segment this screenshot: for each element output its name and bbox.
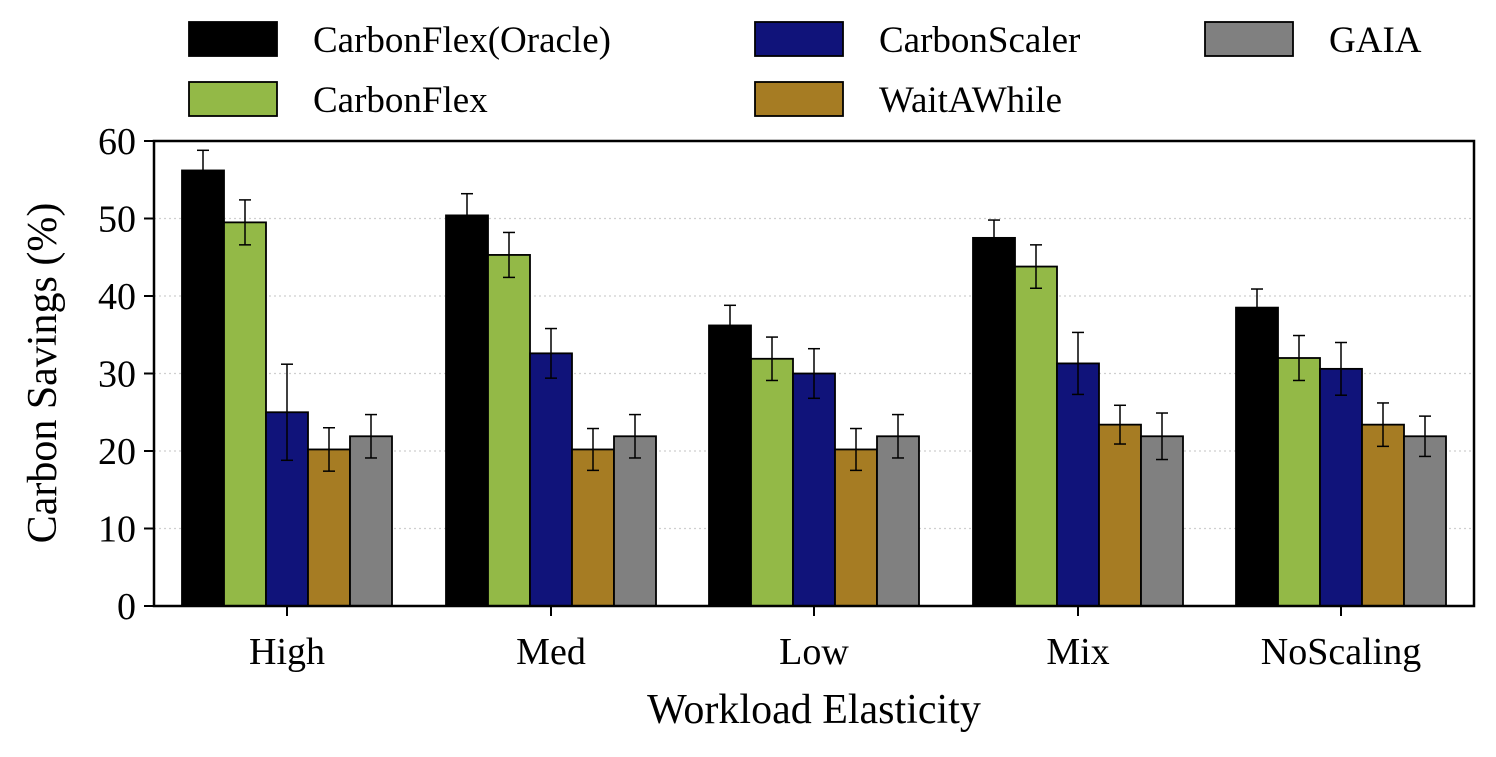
legend-label: CarbonScaler	[879, 20, 1080, 61]
x-tick-label-noscaling: NoScaling	[1261, 631, 1421, 673]
bar	[792, 372, 836, 607]
bar	[487, 254, 531, 607]
y-axis: 0 10 20 30 40 50 60	[98, 121, 154, 628]
x-tick-label-high: High	[249, 631, 325, 673]
bar	[613, 435, 657, 607]
y-tick-label: 30	[98, 354, 136, 396]
y-axis-title: Carbon Savings (%)	[20, 203, 66, 544]
x-tick-label-med: Med	[516, 631, 586, 673]
legend-label: GAIA	[1329, 20, 1422, 61]
bar	[349, 435, 393, 607]
legend-swatch	[754, 81, 844, 117]
legend-label: CarbonFlex(Oracle)	[313, 20, 611, 61]
bar	[1014, 265, 1058, 607]
y-tick-label: 20	[98, 431, 136, 473]
y-tick-label: 0	[117, 586, 136, 628]
x-tick-label-mix: Mix	[1046, 631, 1109, 673]
y-tick-label: 60	[98, 121, 136, 163]
bars	[181, 169, 1447, 607]
bar	[1361, 423, 1405, 607]
legend-swatch	[754, 21, 844, 57]
legend-label: WaitAWhile	[879, 80, 1062, 121]
bar	[834, 448, 878, 607]
bar	[1403, 435, 1447, 607]
bar	[708, 324, 752, 607]
bar	[1319, 367, 1363, 607]
bar	[1056, 362, 1100, 607]
legend-swatch	[1204, 21, 1294, 57]
bar	[223, 221, 267, 607]
bar	[529, 352, 573, 607]
y-tick-label: 40	[98, 276, 136, 318]
y-tick-label: 50	[98, 199, 136, 241]
x-axis-title: Workload Elasticity	[647, 687, 981, 733]
bar	[972, 236, 1016, 607]
bar	[750, 357, 794, 607]
bar	[445, 214, 489, 607]
bar	[571, 448, 615, 607]
legend-label: CarbonFlex	[313, 80, 488, 121]
bar	[876, 435, 920, 607]
bar	[1140, 435, 1184, 607]
y-tick-label: 10	[98, 509, 136, 551]
x-tick-label-low: Low	[779, 631, 849, 673]
bar	[307, 448, 351, 607]
bar	[1235, 306, 1279, 607]
bar	[181, 169, 225, 607]
bar	[1098, 423, 1142, 607]
bar	[1277, 357, 1321, 607]
error-bars	[197, 149, 1431, 472]
legend-swatch	[188, 81, 278, 117]
legend: CarbonFlex(Oracle) CarbonFlex CarbonScaler…	[188, 20, 1422, 121]
x-axis: High Med Low Mix NoScaling	[249, 606, 1421, 673]
legend-swatch	[188, 21, 278, 57]
